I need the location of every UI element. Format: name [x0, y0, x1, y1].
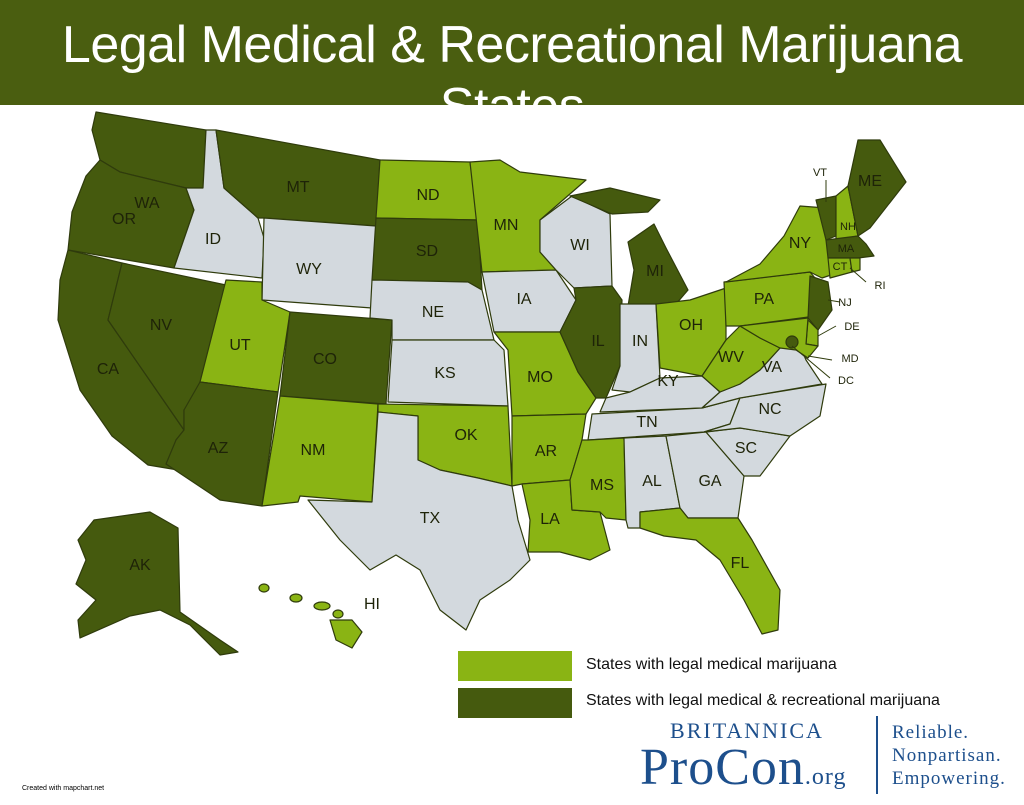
- state-label-ia: IA: [516, 291, 531, 308]
- state-label-md: MD: [841, 353, 858, 365]
- state-label-me: ME: [858, 173, 882, 190]
- state-label-wv: WV: [718, 349, 744, 366]
- state-label-ca: CA: [97, 361, 120, 378]
- title-bar: [0, 0, 1024, 105]
- state-label-sc: SC: [735, 440, 757, 457]
- state-label-ak: AK: [129, 557, 151, 574]
- state-label-id: ID: [205, 231, 221, 248]
- state-FL: [639, 507, 781, 635]
- state-label-dc: DC: [838, 375, 854, 387]
- state-label-ky: KY: [657, 373, 679, 390]
- brand-divider: [876, 716, 878, 794]
- state-label-de: DE: [844, 321, 859, 333]
- state-label-mi: MI: [646, 263, 664, 280]
- state-label-ok: OK: [454, 427, 477, 444]
- tagline-empowering: Empowering.: [892, 768, 1006, 789]
- state-MIU: [569, 187, 661, 215]
- state-label-al: AL: [642, 473, 662, 490]
- state-label-co: CO: [313, 351, 337, 368]
- state-label-ne: NE: [422, 304, 444, 321]
- state-label-ms: MS: [590, 477, 614, 494]
- legend-swatch-medical: [458, 651, 572, 681]
- state-label-ks: KS: [434, 365, 455, 382]
- state-label-or: OR: [112, 211, 136, 228]
- state-label-ga: GA: [698, 473, 721, 490]
- legend-swatch-recreational: [458, 688, 572, 718]
- map-title: Legal Medical & Recreational Marijuana S…: [61, 16, 963, 136]
- state-KS: [387, 339, 509, 407]
- state-label-tn: TN: [636, 414, 657, 431]
- legend-label-recreational: States with legal medical & recreational…: [586, 692, 940, 709]
- state-HI: [258, 583, 363, 649]
- state-label-vt: VT: [813, 167, 827, 179]
- state-label-nj: NJ: [838, 297, 851, 309]
- state-IL: [559, 285, 623, 399]
- state-label-nc: NC: [758, 401, 781, 418]
- state-label-wy: WY: [296, 261, 322, 278]
- state-label-in: IN: [632, 333, 648, 350]
- state-label-ri: RI: [875, 280, 886, 292]
- mapchart-credit: Created with mapchart.net: [22, 785, 105, 792]
- state-label-ny: NY: [789, 235, 812, 252]
- state-label-nd: ND: [416, 187, 439, 204]
- state-label-az: AZ: [208, 440, 229, 457]
- state-DC: [785, 335, 799, 349]
- state-label-ma: MA: [838, 243, 855, 255]
- state-AZ: [165, 381, 279, 507]
- state-label-sd: SD: [416, 243, 438, 260]
- state-label-tx: TX: [420, 510, 441, 527]
- tagline-nonpartisan: Nonpartisan.: [892, 745, 1002, 766]
- state-AK: [75, 511, 239, 656]
- state-MI: [627, 223, 689, 307]
- state-label-nh: NH: [840, 221, 856, 233]
- tagline-reliable: Reliable.: [892, 722, 970, 743]
- state-NJ: [807, 275, 833, 331]
- state-label-ct: CT: [833, 261, 848, 273]
- state-label-ut: UT: [229, 337, 251, 354]
- state-label-nv: NV: [150, 317, 173, 334]
- state-label-mn: MN: [494, 217, 519, 234]
- state-label-mo: MO: [527, 369, 553, 386]
- state-label-oh: OH: [679, 317, 703, 334]
- brand-britannica: BRITANNICA: [670, 718, 824, 743]
- state-label-mt: MT: [286, 179, 309, 196]
- state-label-ar: AR: [535, 443, 557, 460]
- state-label-la: LA: [540, 511, 560, 528]
- state-label-pa: PA: [754, 291, 774, 308]
- state-RI: [849, 257, 861, 273]
- state-label-fl: FL: [731, 555, 750, 572]
- state-label-hi: HI: [364, 596, 380, 613]
- state-label-wa: WA: [134, 195, 160, 212]
- state-label-il: IL: [591, 333, 604, 350]
- state-label-wi: WI: [570, 237, 590, 254]
- state-TX: [307, 411, 531, 631]
- state-MD: [739, 317, 819, 359]
- legend-label-medical: States with legal medical marijuana: [586, 656, 837, 673]
- state-label-va: VA: [762, 359, 782, 376]
- state-label-nm: NM: [301, 442, 326, 459]
- brand-procon-logo: ProCon.org: [640, 739, 847, 796]
